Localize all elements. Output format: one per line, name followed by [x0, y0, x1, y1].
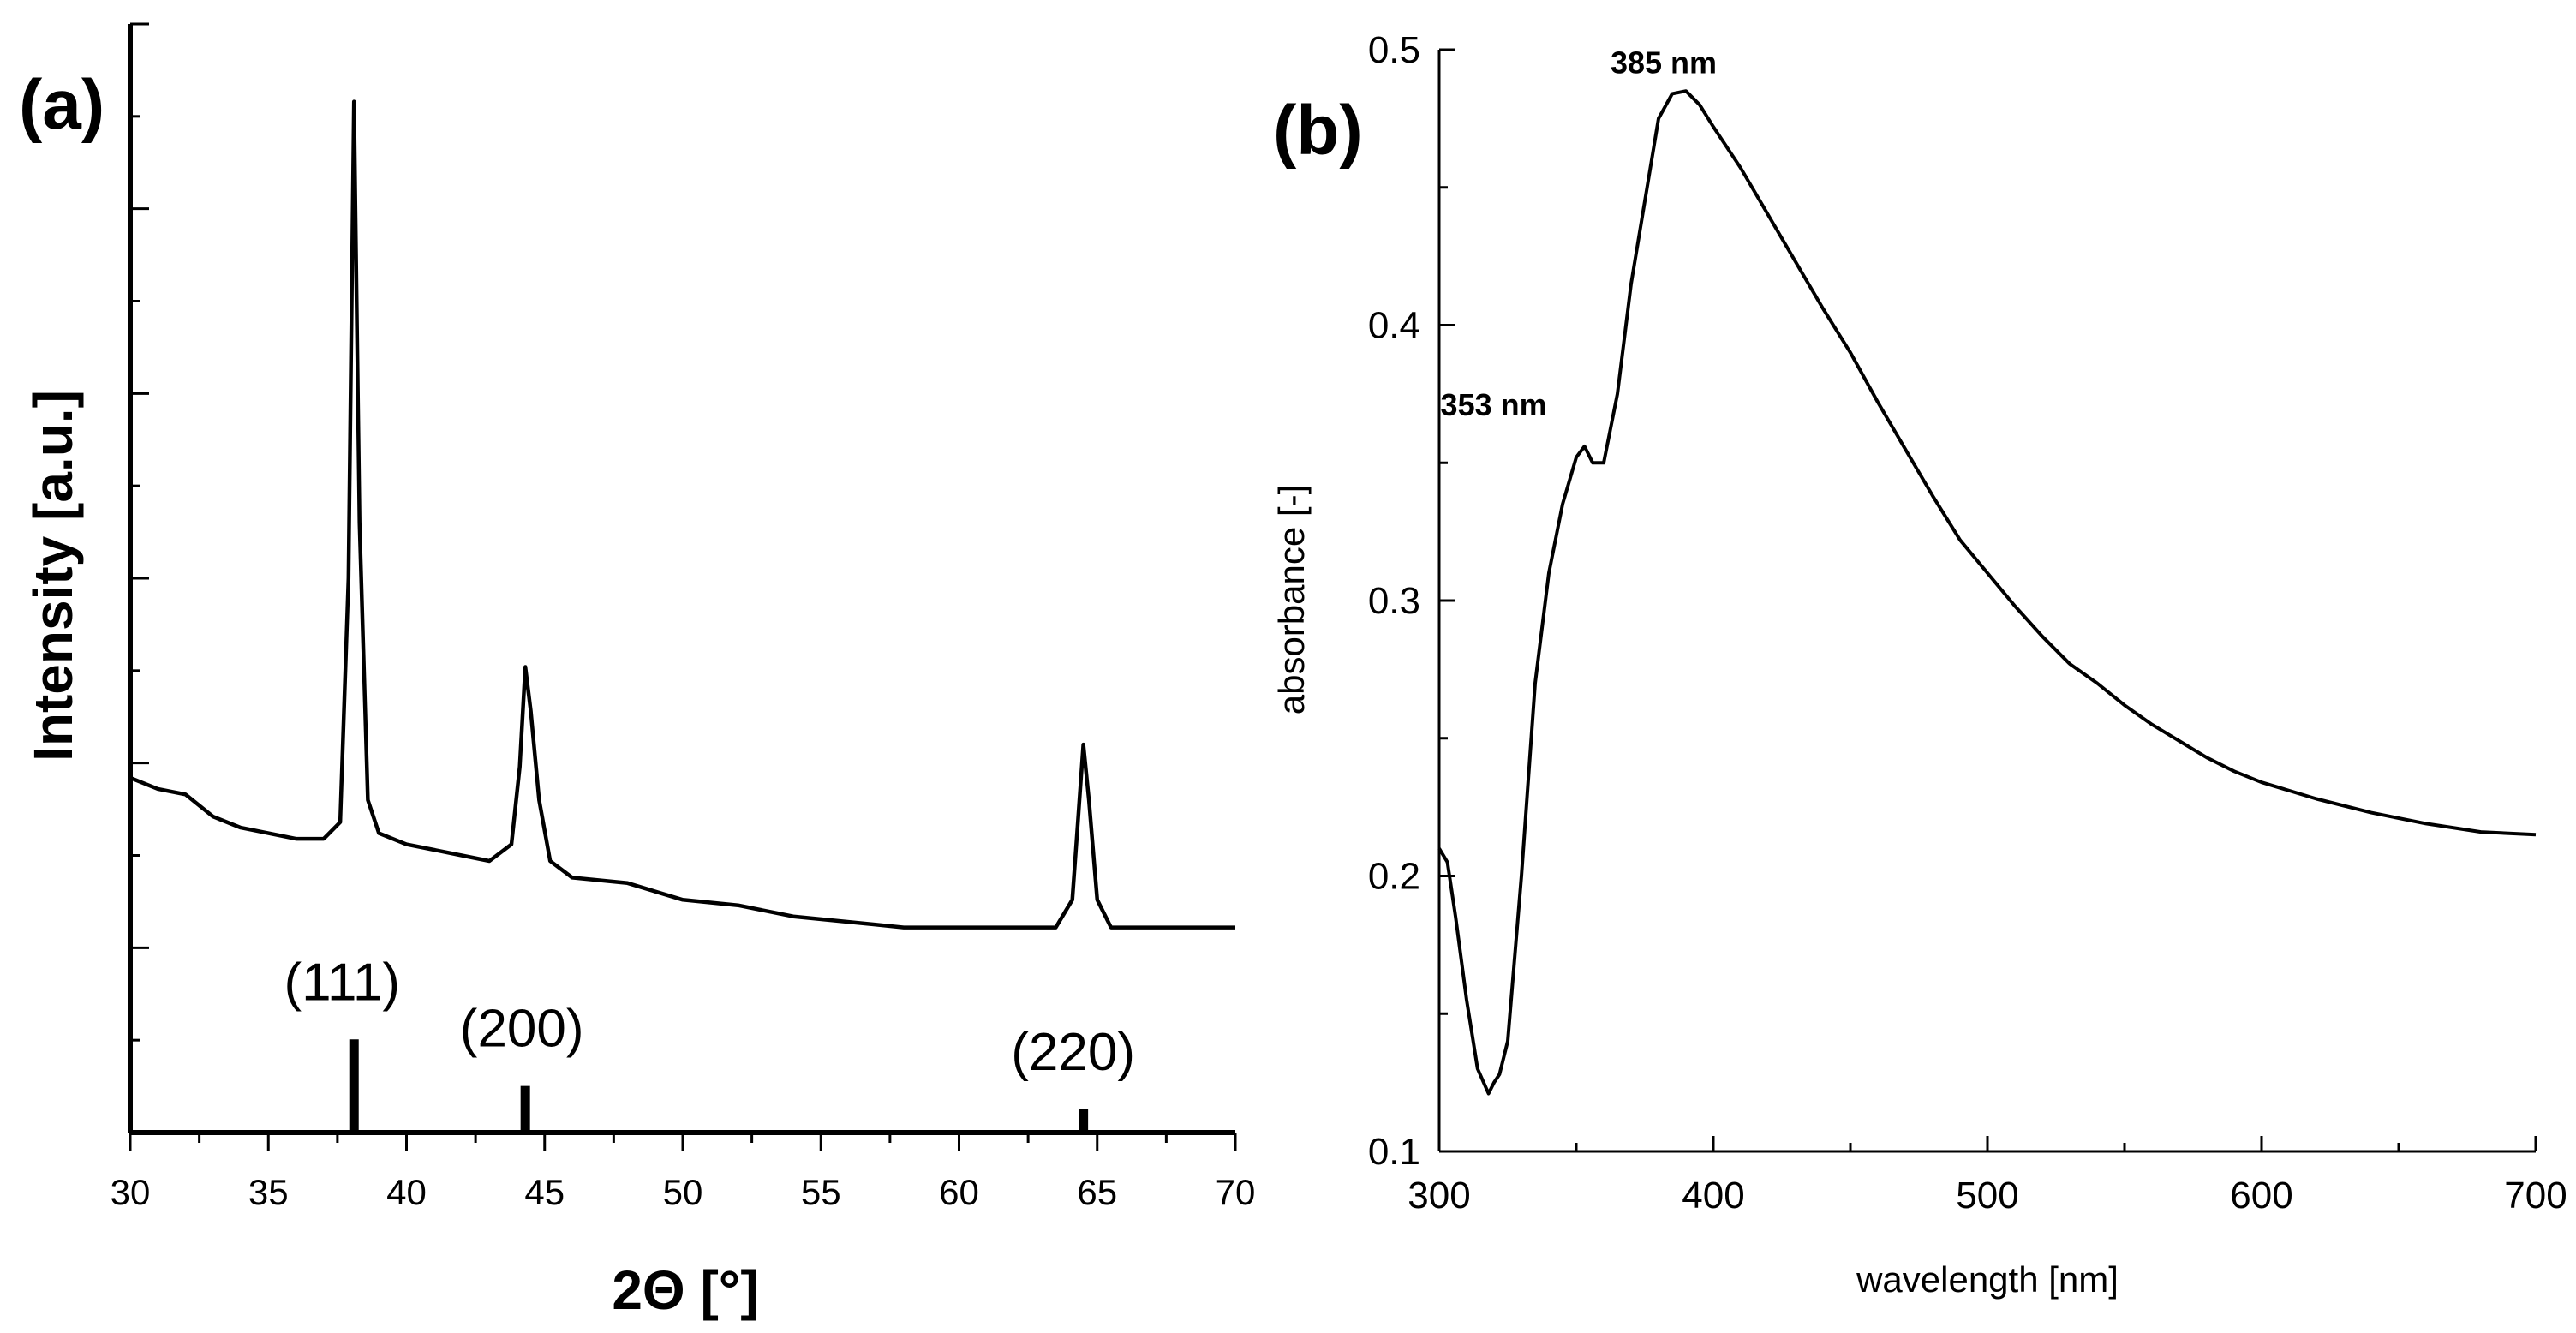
panel-a-x-tick-label: 65	[1077, 1172, 1117, 1212]
panel-a-x-tick-label: 35	[248, 1172, 289, 1212]
panel-a-y-axis-label: Intensity [a.u.]	[22, 390, 84, 762]
panel-b-y-tick-label: 0.2	[1368, 856, 1420, 898]
panel-a-x-tick-label: 40	[386, 1172, 427, 1212]
panel-a-x-tick-label: 30	[111, 1172, 151, 1212]
panel-a-reference-label: (200)	[460, 1000, 584, 1059]
panel-b-absorbance-chart: (b) 0.1 0.2 0.3 0.4 0.5 300 400 500 600 700 353 …	[1271, 29, 2567, 1300]
panel-b-y-axis-label: absorbance [-]	[1271, 485, 1312, 715]
panel-b-x-axis-label: wavelength [nm]	[1856, 1259, 2119, 1300]
panel-b-x-tick-label: 600	[2230, 1175, 2292, 1216]
panel-b-x-tick-labels: 300 400 500 600 700	[1408, 1175, 2567, 1216]
panel-a-reference-label: (111)	[284, 953, 400, 1012]
panel-a-x-axis-label: 2Θ [°]	[612, 1259, 758, 1321]
panel-b-series-line	[1437, 89, 2537, 1096]
panel-b-x-tick-label: 400	[1682, 1175, 1744, 1216]
panel-b-y-ticks	[1439, 48, 1455, 1153]
panel-b-y-tick-label: 0.4	[1368, 305, 1420, 347]
panel-a-x-tick-label: 55	[801, 1172, 841, 1212]
panel-b-x-ticks	[1437, 1136, 2537, 1151]
panel-b-x-tick-label: 700	[2504, 1175, 2567, 1216]
panel-a-y-ticks	[130, 22, 149, 1134]
panel-a-reference-peaks: (111) (200) (220)	[284, 953, 1135, 1133]
panel-a-x-tick-label: 60	[939, 1172, 979, 1212]
panel-b-label: (b)	[1273, 92, 1363, 170]
panel-a-x-tick-labels: 30 35 40 45 50 55 60 65 70	[111, 1172, 1256, 1212]
panel-a-series-line	[129, 99, 1235, 930]
panel-a-x-ticks	[129, 1133, 1237, 1151]
panel-b-y-tick-label: 0.5	[1368, 29, 1420, 71]
panel-b-peak-annotation: 385 nm	[1611, 45, 1717, 80]
panel-b-x-tick-label: 300	[1408, 1175, 1470, 1216]
panel-a-xrd-chart: (a) 30 35 40 45 50 55 60 65 70 (111) (200) (220) I…	[19, 22, 1256, 1321]
panel-a-x-tick-label: 45	[524, 1172, 565, 1212]
panel-a-label: (a)	[19, 66, 105, 144]
panel-b-y-tick-label: 0.1	[1368, 1131, 1420, 1173]
panel-b-y-tick-label: 0.3	[1368, 580, 1420, 622]
panel-b-annotations: 353 nm 385 nm	[1441, 45, 1717, 422]
panel-a-reference-label: (220)	[1011, 1023, 1135, 1082]
panel-b-x-tick-label: 500	[1956, 1175, 2018, 1216]
panel-b-peak-annotation: 353 nm	[1441, 387, 1547, 422]
panel-b-y-tick-labels: 0.1 0.2 0.3 0.4 0.5	[1368, 29, 1420, 1173]
panel-a-x-tick-label: 70	[1216, 1172, 1256, 1212]
panel-a-x-tick-label: 50	[663, 1172, 703, 1212]
